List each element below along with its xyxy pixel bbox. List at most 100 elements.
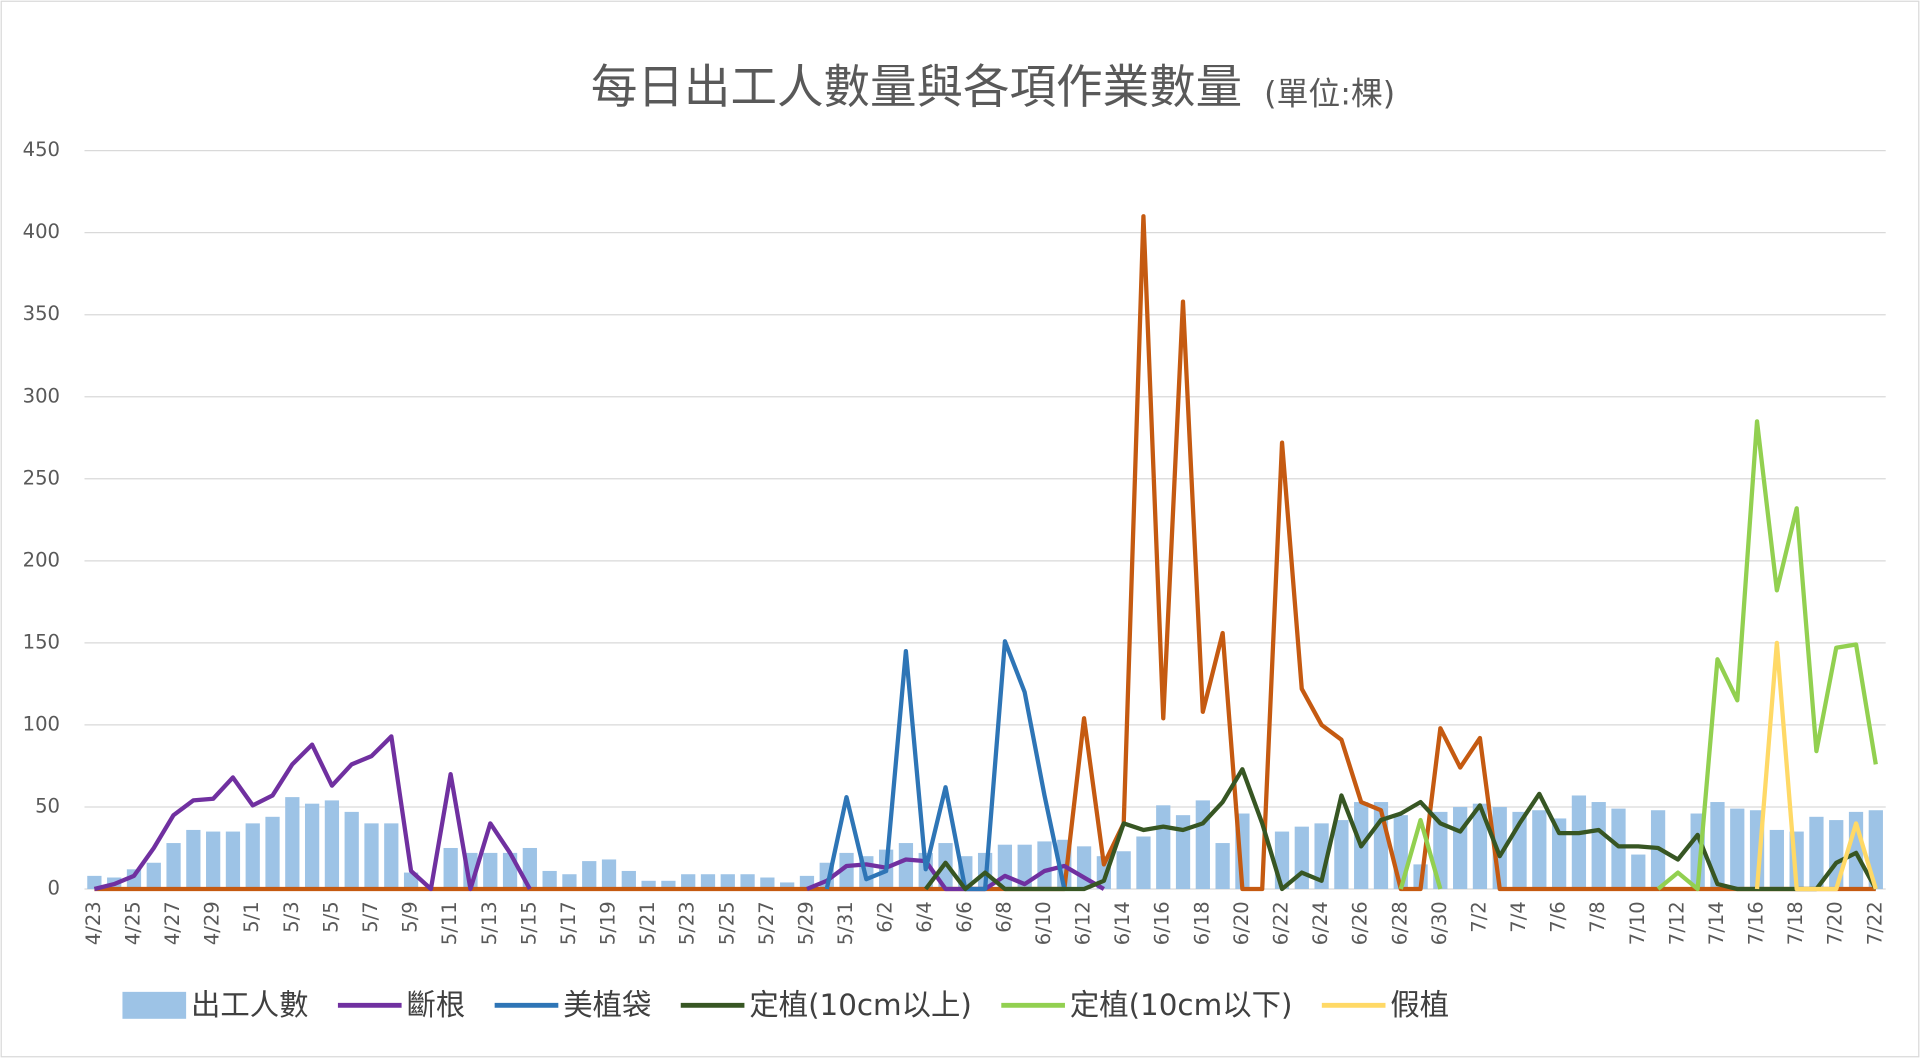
bar <box>146 862 161 889</box>
legend-label: 定植(10cm以下) <box>1070 988 1293 1022</box>
x-tick-label: 7/2 <box>1467 901 1490 933</box>
bar <box>304 803 320 889</box>
x-tick-label: 7/12 <box>1665 901 1688 945</box>
x-tick-label: 7/4 <box>1507 901 1530 933</box>
x-tick-label: 7/22 <box>1863 901 1886 945</box>
x-tick-label: 6/12 <box>1072 901 1095 945</box>
bar <box>1611 808 1626 889</box>
x-tick-label: 6/30 <box>1428 901 1451 945</box>
bar <box>1591 802 1606 889</box>
x-tick-label: 5/13 <box>478 901 501 945</box>
bar <box>898 843 914 889</box>
line-series <box>924 767 1878 892</box>
x-tick-label: 7/14 <box>1705 901 1728 945</box>
y-tick-label: 300 <box>23 384 60 407</box>
bar <box>681 874 696 889</box>
line-series <box>1398 419 1878 892</box>
x-tick-label: 4/27 <box>161 901 184 945</box>
bar <box>206 831 221 889</box>
x-tick-label: 5/27 <box>755 901 778 945</box>
x-tick-label: 5/17 <box>557 901 580 945</box>
x-tick-label: 5/21 <box>636 901 659 945</box>
y-tick-label: 150 <box>23 630 60 653</box>
x-tick-label: 6/14 <box>1111 901 1134 945</box>
x-tick-label: 6/20 <box>1230 901 1253 945</box>
bar <box>839 852 854 889</box>
x-tick-label: 6/26 <box>1349 901 1372 945</box>
bar <box>265 816 280 889</box>
y-tick-label: 100 <box>23 712 60 735</box>
legend-swatch <box>122 991 187 1019</box>
x-tick-label: 5/3 <box>280 901 303 933</box>
bar <box>186 829 201 889</box>
x-tick-label: 6/28 <box>1388 901 1411 945</box>
bar <box>1195 800 1210 889</box>
x-tick-label: 7/8 <box>1586 901 1609 933</box>
bar <box>1136 836 1151 889</box>
bar <box>1175 815 1191 889</box>
bar <box>384 823 399 889</box>
bar <box>1472 803 1488 889</box>
bar <box>661 880 676 889</box>
legend-label: 出工人數 <box>191 988 309 1022</box>
chart-title: 每日出工人數量與各項作業數量 <box>591 60 1242 114</box>
y-tick-label: 350 <box>23 302 60 325</box>
y-tick-label: 400 <box>23 220 60 243</box>
bar <box>1017 844 1032 889</box>
bar <box>285 797 300 889</box>
bar <box>443 847 458 889</box>
bar <box>1868 810 1883 889</box>
bar <box>1215 843 1230 889</box>
x-tick-label: 5/5 <box>319 901 342 933</box>
y-tick-label: 0 <box>48 877 60 900</box>
x-tick-label: 5/19 <box>597 901 620 945</box>
bar <box>1334 820 1349 889</box>
bar <box>1453 806 1468 889</box>
bar <box>364 823 379 889</box>
x-tick-label: 4/29 <box>201 901 224 945</box>
bar <box>562 874 577 889</box>
x-tick-label: 5/1 <box>240 901 263 933</box>
y-tick-label: 200 <box>23 548 60 571</box>
line-series <box>1754 640 1878 892</box>
x-tick-label: 5/29 <box>794 901 817 945</box>
bar <box>1809 816 1824 889</box>
x-tick-label: 6/22 <box>1270 901 1293 945</box>
bar <box>780 882 795 889</box>
x-tick-label: 6/10 <box>1032 901 1055 945</box>
bar <box>601 859 617 889</box>
x-tick-label: 5/23 <box>676 901 699 945</box>
bar <box>641 880 656 889</box>
bar <box>621 870 636 889</box>
x-tick-label: 5/15 <box>517 901 540 945</box>
x-tick-label: 5/11 <box>438 901 461 945</box>
x-tick-label: 7/10 <box>1626 901 1649 945</box>
x-tick-label: 6/16 <box>1151 901 1174 945</box>
legend-label: 定植(10cm以上) <box>749 988 972 1022</box>
x-tick-label: 6/24 <box>1309 901 1332 945</box>
bar <box>720 874 735 889</box>
bar <box>1294 826 1309 889</box>
bar <box>324 800 340 889</box>
bar <box>344 811 359 889</box>
bar <box>1274 831 1290 889</box>
bar <box>1156 805 1171 889</box>
x-tick-label: 5/31 <box>834 901 857 945</box>
bar <box>483 852 498 889</box>
x-tick-label: 4/25 <box>121 901 144 945</box>
x-tick-label: 6/2 <box>874 901 897 933</box>
bar <box>1532 810 1547 889</box>
chart-unit: (單位:棵) <box>1264 75 1395 113</box>
x-tick-label: 7/16 <box>1745 901 1768 945</box>
y-tick-label: 250 <box>23 466 60 489</box>
x-tick-label: 6/4 <box>913 901 936 933</box>
bar <box>1551 818 1567 889</box>
bar <box>1116 851 1131 889</box>
bar <box>740 874 755 889</box>
x-tick-label: 5/9 <box>399 901 422 933</box>
x-tick-label: 6/6 <box>953 901 976 933</box>
bar <box>87 875 102 889</box>
x-tick-label: 6/8 <box>992 901 1015 933</box>
